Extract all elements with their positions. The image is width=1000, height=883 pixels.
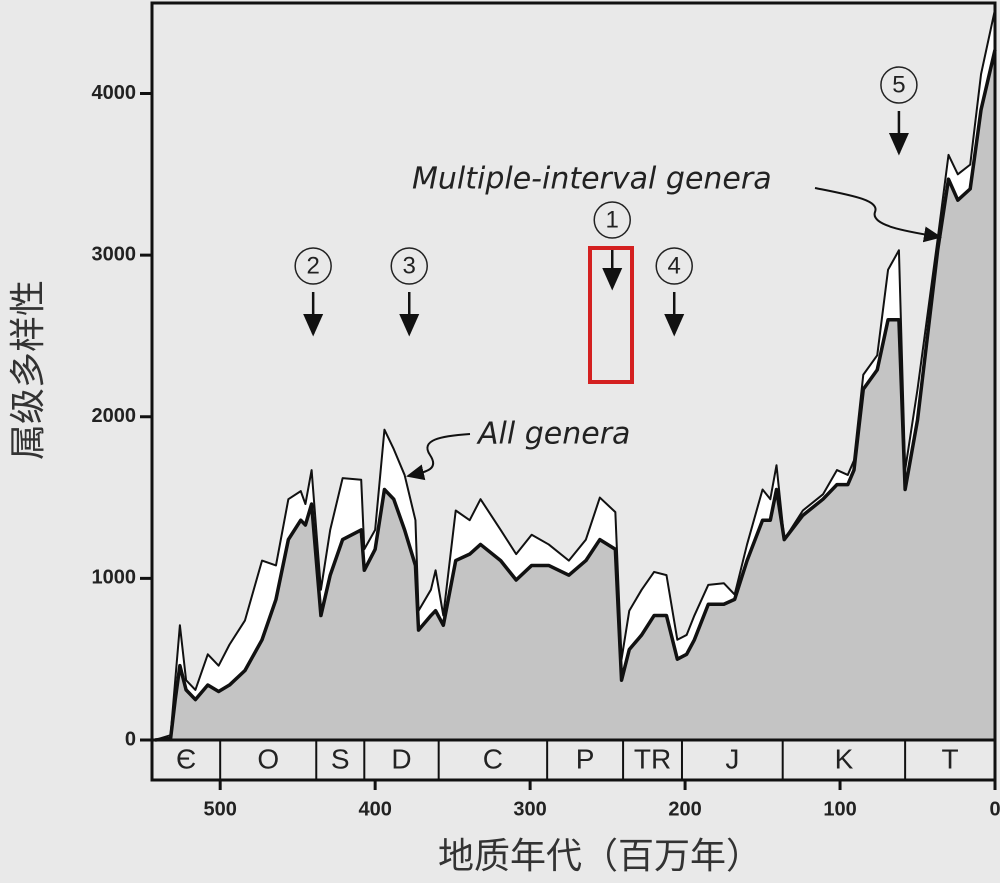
series-label: All genera — [476, 417, 630, 452]
highlight-box — [588, 246, 634, 384]
plot-frame — [150, 1, 997, 782]
period-label: TR — [634, 743, 671, 774]
event-circle — [593, 201, 631, 239]
x-tick-label: 500 — [203, 798, 236, 820]
connector — [406, 433, 471, 481]
y-axis-title: 属级多样性 — [8, 280, 49, 460]
period-label: T — [942, 743, 959, 774]
y-tick-label: 4000 — [92, 82, 137, 104]
connector — [814, 187, 942, 243]
event-circle — [880, 66, 918, 104]
y-tick-label: 3000 — [92, 243, 137, 265]
period-label: K — [835, 743, 854, 774]
event-number: 2 — [306, 252, 319, 279]
event-number: 4 — [668, 252, 681, 279]
period-label: C — [483, 743, 503, 774]
event-number: 5 — [892, 71, 905, 98]
series-line — [154, 9, 996, 741]
period-label: P — [576, 743, 595, 774]
event-number: 3 — [403, 252, 416, 279]
x-tick-label: 300 — [513, 798, 546, 820]
x-tick-label: 200 — [668, 798, 701, 820]
y-tick-label: 1000 — [92, 567, 137, 589]
event-circle — [294, 247, 332, 285]
y-tick-label: 2000 — [92, 405, 137, 427]
period-label: O — [257, 743, 279, 774]
period-label: D — [391, 743, 411, 774]
series-line — [154, 49, 997, 742]
x-tick-label: 0 — [989, 798, 1000, 820]
event-circle — [390, 247, 428, 285]
x-tick-label: 400 — [358, 798, 391, 820]
y-tick-label: 0 — [125, 728, 136, 750]
period-label: S — [331, 743, 350, 774]
event-number: 1 — [606, 206, 619, 233]
x-tick-label: 100 — [823, 798, 856, 820]
event-circle — [655, 247, 693, 285]
x-axis-title: 地质年代（百万年） — [438, 836, 762, 877]
period-label: Є — [176, 743, 196, 774]
series-label: Multiple-interval genera — [412, 162, 772, 197]
area-fill — [155, 49, 996, 741]
period-label: J — [725, 743, 739, 774]
